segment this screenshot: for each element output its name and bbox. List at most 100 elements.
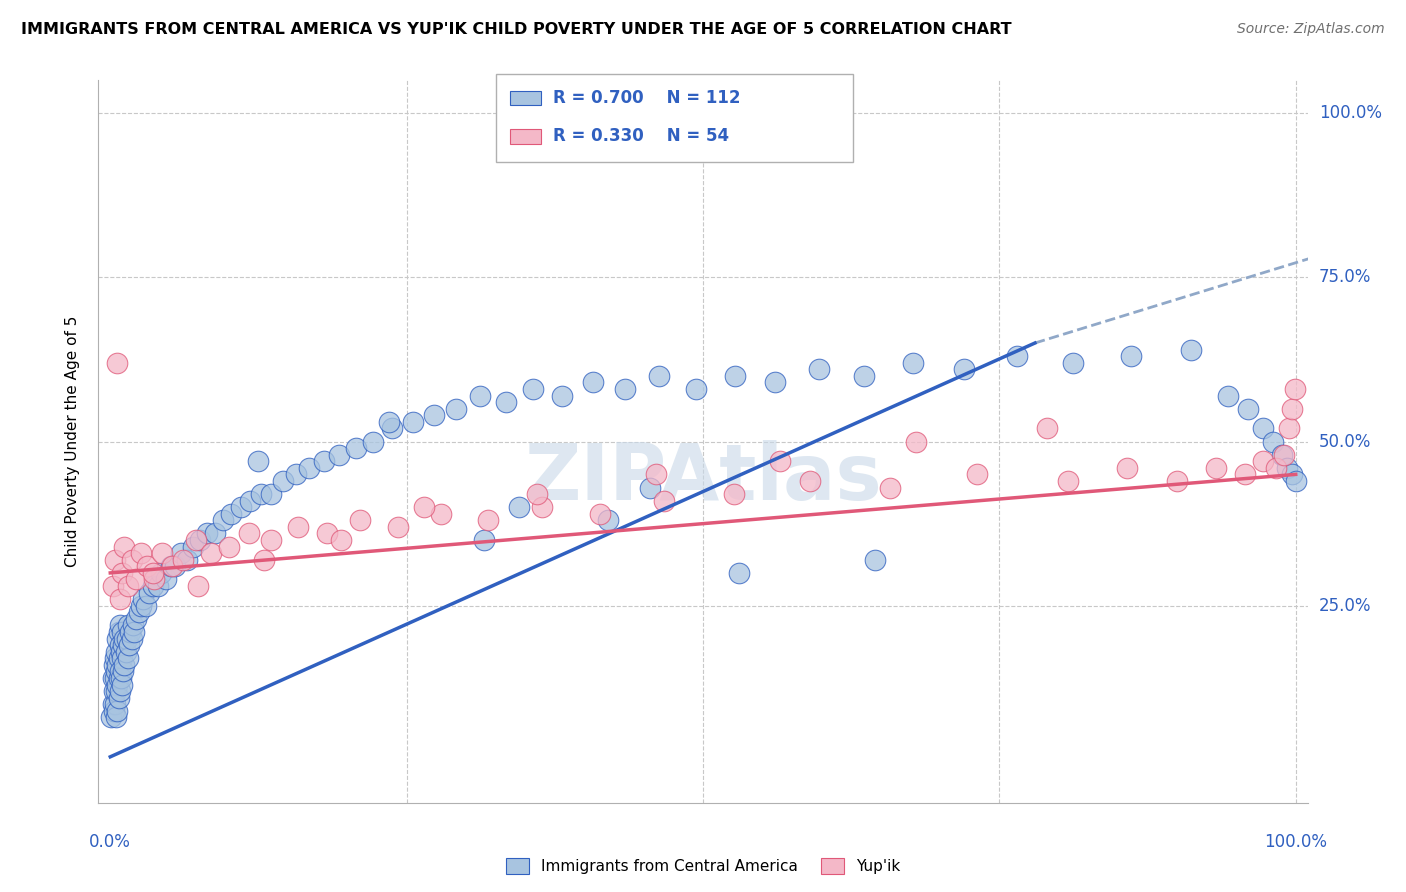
- Point: [863, 553, 886, 567]
- Point: [1263, 434, 1285, 449]
- Point: [142, 579, 165, 593]
- Point: [190, 533, 212, 547]
- Point: [172, 553, 194, 567]
- Point: [328, 448, 350, 462]
- Point: [1270, 448, 1292, 462]
- Point: [287, 520, 309, 534]
- Text: 25.0%: 25.0%: [1319, 597, 1371, 615]
- Point: [1005, 349, 1028, 363]
- Point: [381, 421, 404, 435]
- Point: [1278, 421, 1301, 435]
- Point: [1285, 474, 1308, 488]
- Text: 100.0%: 100.0%: [1319, 104, 1382, 122]
- Point: [105, 677, 128, 691]
- Text: IMMIGRANTS FROM CENTRAL AMERICA VS YUP'IK CHILD POVERTY UNDER THE AGE OF 5 CORRE: IMMIGRANTS FROM CENTRAL AMERICA VS YUP'I…: [21, 22, 1012, 37]
- Point: [769, 454, 792, 468]
- Point: [104, 671, 127, 685]
- Point: [204, 526, 226, 541]
- Text: R = 0.700    N = 112: R = 0.700 N = 112: [553, 89, 740, 107]
- Point: [638, 481, 661, 495]
- Point: [165, 559, 187, 574]
- Point: [114, 540, 136, 554]
- Point: [363, 434, 385, 449]
- Text: 100.0%: 100.0%: [1264, 833, 1327, 851]
- Point: [155, 573, 177, 587]
- Point: [247, 454, 270, 468]
- Point: [103, 684, 125, 698]
- Point: [114, 657, 136, 672]
- Point: [1272, 448, 1295, 462]
- Point: [112, 638, 135, 652]
- Point: [1281, 467, 1303, 482]
- Point: [121, 632, 143, 646]
- Point: [401, 415, 423, 429]
- Point: [582, 376, 605, 390]
- Point: [200, 546, 222, 560]
- Legend: Immigrants from Central America, Yup'ik: Immigrants from Central America, Yup'ik: [498, 851, 908, 882]
- Point: [1233, 467, 1256, 482]
- Point: [105, 356, 128, 370]
- Point: [104, 553, 127, 567]
- Point: [101, 671, 124, 685]
- Point: [526, 487, 548, 501]
- Point: [879, 481, 901, 495]
- Point: [212, 513, 235, 527]
- Point: [101, 579, 124, 593]
- Point: [763, 376, 786, 390]
- Point: [1218, 388, 1240, 402]
- Point: [110, 645, 132, 659]
- Point: [117, 618, 139, 632]
- Y-axis label: Child Poverty Under the Age of 5: Child Poverty Under the Age of 5: [65, 316, 80, 567]
- Point: [1057, 474, 1080, 488]
- Point: [125, 612, 148, 626]
- Point: [229, 500, 252, 515]
- Point: [105, 632, 128, 646]
- Point: [129, 599, 152, 613]
- Point: [298, 460, 321, 475]
- Point: [136, 559, 159, 574]
- Point: [114, 632, 136, 646]
- Point: [111, 651, 134, 665]
- Point: [181, 540, 204, 554]
- Point: [108, 684, 131, 698]
- Point: [105, 710, 128, 724]
- Point: [107, 651, 129, 665]
- Point: [159, 559, 181, 574]
- Point: [1284, 382, 1306, 396]
- Point: [1264, 460, 1286, 475]
- Point: [105, 657, 128, 672]
- Point: [508, 500, 530, 515]
- Point: [108, 665, 131, 679]
- Point: [1205, 460, 1227, 475]
- Point: [108, 638, 131, 652]
- Point: [170, 546, 193, 560]
- Point: [110, 671, 132, 685]
- Point: [238, 526, 260, 541]
- Point: [685, 382, 707, 396]
- Point: [1237, 401, 1260, 416]
- Point: [111, 625, 134, 640]
- Point: [104, 651, 127, 665]
- Point: [316, 526, 339, 541]
- Point: [423, 409, 446, 423]
- Point: [477, 513, 499, 527]
- Point: [468, 388, 491, 402]
- Point: [1119, 349, 1142, 363]
- Point: [260, 533, 283, 547]
- Point: [132, 592, 155, 607]
- Point: [530, 500, 553, 515]
- Point: [853, 368, 876, 383]
- Point: [121, 553, 143, 567]
- Point: [128, 605, 150, 619]
- Point: [330, 533, 353, 547]
- Point: [121, 618, 143, 632]
- Point: [184, 533, 207, 547]
- Point: [111, 677, 134, 691]
- Point: [799, 474, 821, 488]
- Point: [122, 625, 145, 640]
- Point: [723, 487, 745, 501]
- Point: [108, 618, 131, 632]
- Point: [905, 434, 928, 449]
- Text: 0.0%: 0.0%: [90, 833, 131, 851]
- Point: [135, 599, 157, 613]
